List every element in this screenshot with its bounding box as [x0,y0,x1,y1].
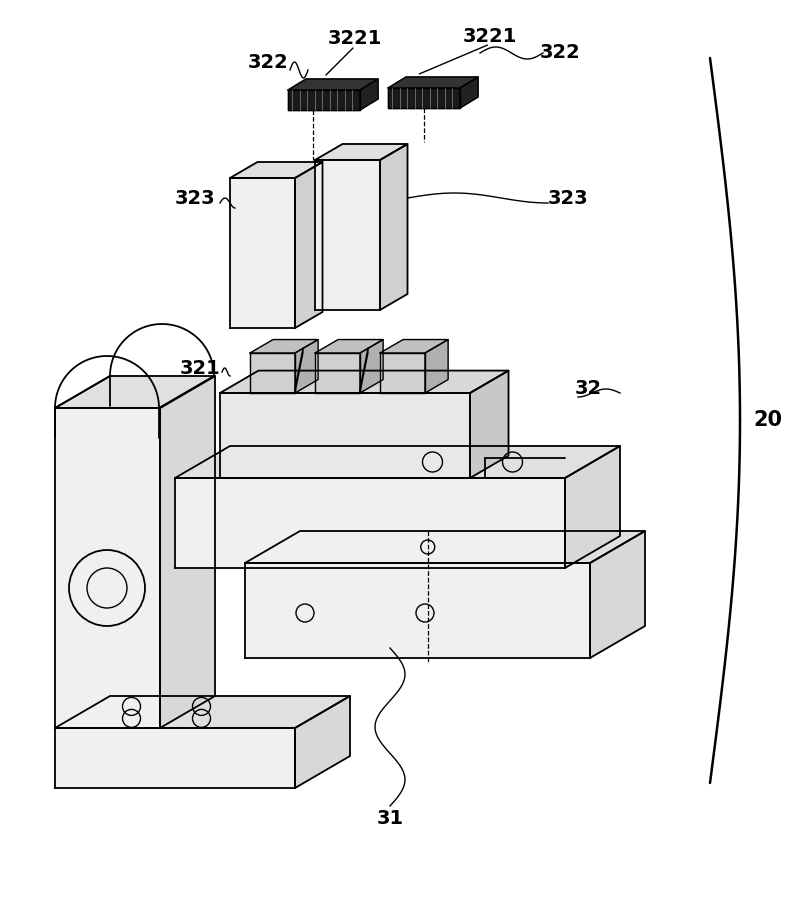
Text: 20: 20 [754,410,782,430]
Polygon shape [380,144,407,310]
Text: 322: 322 [540,43,580,63]
Text: 323: 323 [548,189,588,207]
Polygon shape [55,376,215,408]
Polygon shape [245,563,590,658]
Polygon shape [380,339,448,353]
Polygon shape [460,77,478,108]
Polygon shape [388,77,478,88]
Polygon shape [360,79,378,110]
Polygon shape [565,446,620,568]
Text: 3221: 3221 [463,27,517,46]
Polygon shape [230,178,295,328]
Text: 321: 321 [180,358,220,377]
Polygon shape [590,531,645,658]
Polygon shape [295,696,350,788]
Text: 3221: 3221 [328,29,382,48]
Polygon shape [380,353,425,393]
Polygon shape [160,376,215,728]
Polygon shape [55,728,295,788]
Polygon shape [388,88,460,108]
Polygon shape [175,446,620,478]
Polygon shape [315,160,380,310]
Polygon shape [250,353,295,393]
Polygon shape [175,478,565,568]
Polygon shape [55,696,350,728]
Polygon shape [55,408,160,728]
Polygon shape [220,371,509,393]
Text: 31: 31 [377,808,403,827]
Polygon shape [295,348,303,393]
Text: 322: 322 [248,54,288,73]
Polygon shape [288,90,360,110]
Polygon shape [245,531,645,563]
Polygon shape [230,162,322,178]
Polygon shape [295,339,318,393]
Polygon shape [288,79,378,90]
Polygon shape [425,339,448,393]
Polygon shape [220,393,470,478]
Text: 323: 323 [174,189,215,207]
Polygon shape [315,353,360,393]
Polygon shape [360,348,368,393]
Polygon shape [250,339,318,353]
Polygon shape [295,162,322,328]
Text: 32: 32 [574,378,602,398]
Polygon shape [360,339,383,393]
Polygon shape [315,339,383,353]
Polygon shape [315,144,407,160]
Polygon shape [470,371,509,478]
